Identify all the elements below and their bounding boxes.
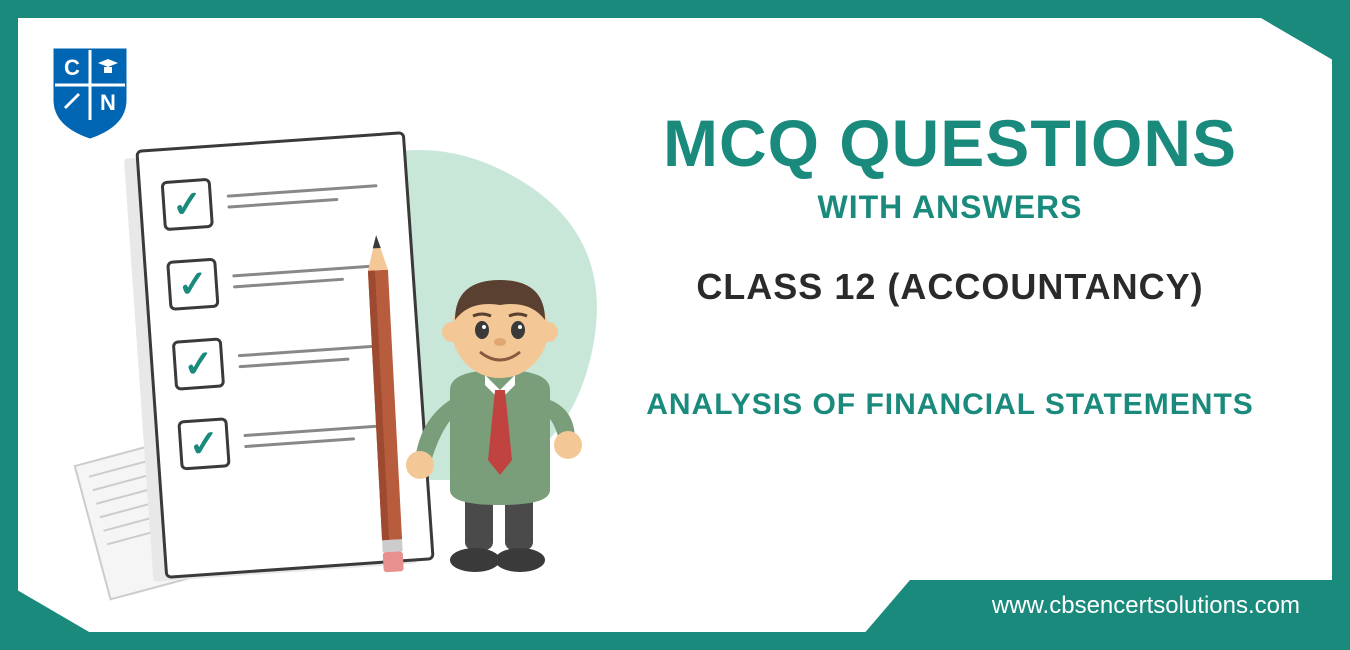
svg-text:C: C xyxy=(64,55,80,80)
border-bottom xyxy=(0,632,1350,650)
checkbox-icon: ✓ xyxy=(166,258,219,311)
checklist-item: ✓ xyxy=(166,245,393,311)
corner-top-right xyxy=(1230,0,1350,70)
border-left xyxy=(0,0,18,650)
border-top xyxy=(0,0,1350,18)
topic-title: ANALYSIS OF FINANCIAL STATEMENTS xyxy=(610,388,1290,422)
class-title: CLASS 12 (ACCOUNTANCY) xyxy=(610,266,1290,308)
sub-title: WITH ANSWERS xyxy=(610,189,1290,226)
illustration-container: ✓ ✓ ✓ ✓ xyxy=(60,110,620,610)
checklist-item: ✓ xyxy=(161,166,388,232)
character-icon xyxy=(400,260,600,580)
checklist-item: ✓ xyxy=(172,325,399,391)
checkbox-icon: ✓ xyxy=(172,337,225,390)
border-right xyxy=(1332,0,1350,650)
main-title: MCQ QUESTIONS xyxy=(610,105,1290,181)
website-url: www.cbsencertsolutions.com xyxy=(992,592,1300,620)
text-content-area: MCQ QUESTIONS WITH ANSWERS CLASS 12 (ACC… xyxy=(610,105,1290,422)
checkbox-icon: ✓ xyxy=(177,417,230,470)
checkbox-icon: ✓ xyxy=(161,178,214,231)
